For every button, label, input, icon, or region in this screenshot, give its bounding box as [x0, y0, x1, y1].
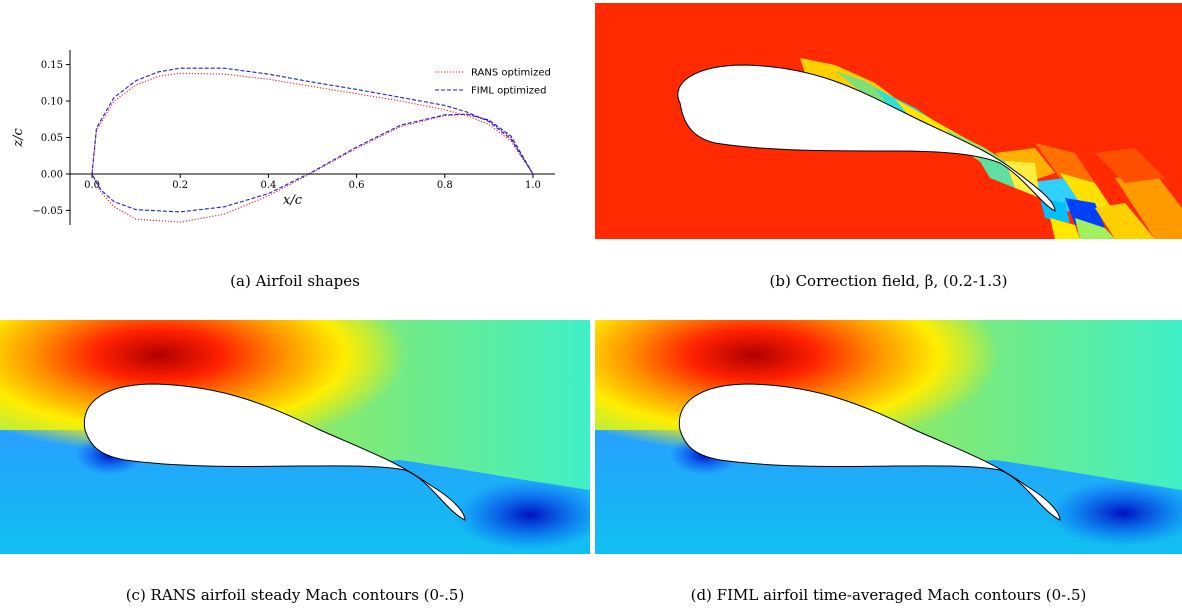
panel-c	[0, 320, 605, 554]
legend-label: RANS optimized	[471, 68, 551, 79]
x-axis-label: x/c	[283, 193, 303, 208]
caption-c: (c) RANS airfoil steady Mach contours (0…	[125, 586, 465, 604]
y-tick-label: 0.05	[41, 133, 63, 144]
y-tick-label: 0.10	[41, 97, 63, 108]
caption-b: (b) Correction field, β, (0.2-1.3)	[769, 272, 1008, 290]
y-tick-label: 0.15	[41, 60, 63, 71]
airfoil-shape-b	[677, 64, 1056, 212]
y-tick-label: 0.00	[41, 169, 63, 180]
airfoil-shape-c	[83, 383, 466, 521]
x-tick-label: 0.0	[84, 180, 100, 191]
panel-b	[595, 3, 1182, 239]
correction-field-plot	[595, 3, 1182, 239]
legend-label: FIML optimized	[471, 86, 547, 97]
x-tick-label: 0.2	[172, 180, 188, 191]
fiml-mach-contour-plot	[595, 320, 1182, 554]
mach-low-speed-wake	[455, 480, 605, 550]
y-axis-label: z/c	[11, 128, 26, 148]
airfoil-shapes-chart: 0.0 0.2 0.4 0.6 0.8 1.0 −0.05 0.00 0.05 0.10 0.15 x…	[11, 50, 555, 225]
caption-a: (a) Airfoil shapes	[230, 272, 360, 290]
rans-mach-contour-plot	[0, 320, 605, 554]
x-tick-label: 0.4	[260, 180, 276, 191]
airfoil-shape-d	[678, 383, 1061, 521]
caption-d: (d) FIML airfoil time-averaged Mach cont…	[690, 586, 1087, 604]
correction-wake-patches	[800, 58, 1182, 239]
x-tick-label: 1.0	[525, 180, 541, 191]
y-tick-label: −0.05	[32, 206, 63, 217]
mach-low-speed-wake	[1048, 480, 1182, 546]
x-tick-label: 0.8	[437, 180, 453, 191]
series-line-rans	[91, 72, 534, 223]
panel-a: 0.0 0.2 0.4 0.6 0.8 1.0 −0.05 0.00 0.05 0.10 0.15 x…	[0, 0, 590, 300]
series-line-fiml	[91, 67, 534, 213]
x-tick-label: 0.6	[349, 180, 365, 191]
panel-d	[595, 320, 1182, 554]
